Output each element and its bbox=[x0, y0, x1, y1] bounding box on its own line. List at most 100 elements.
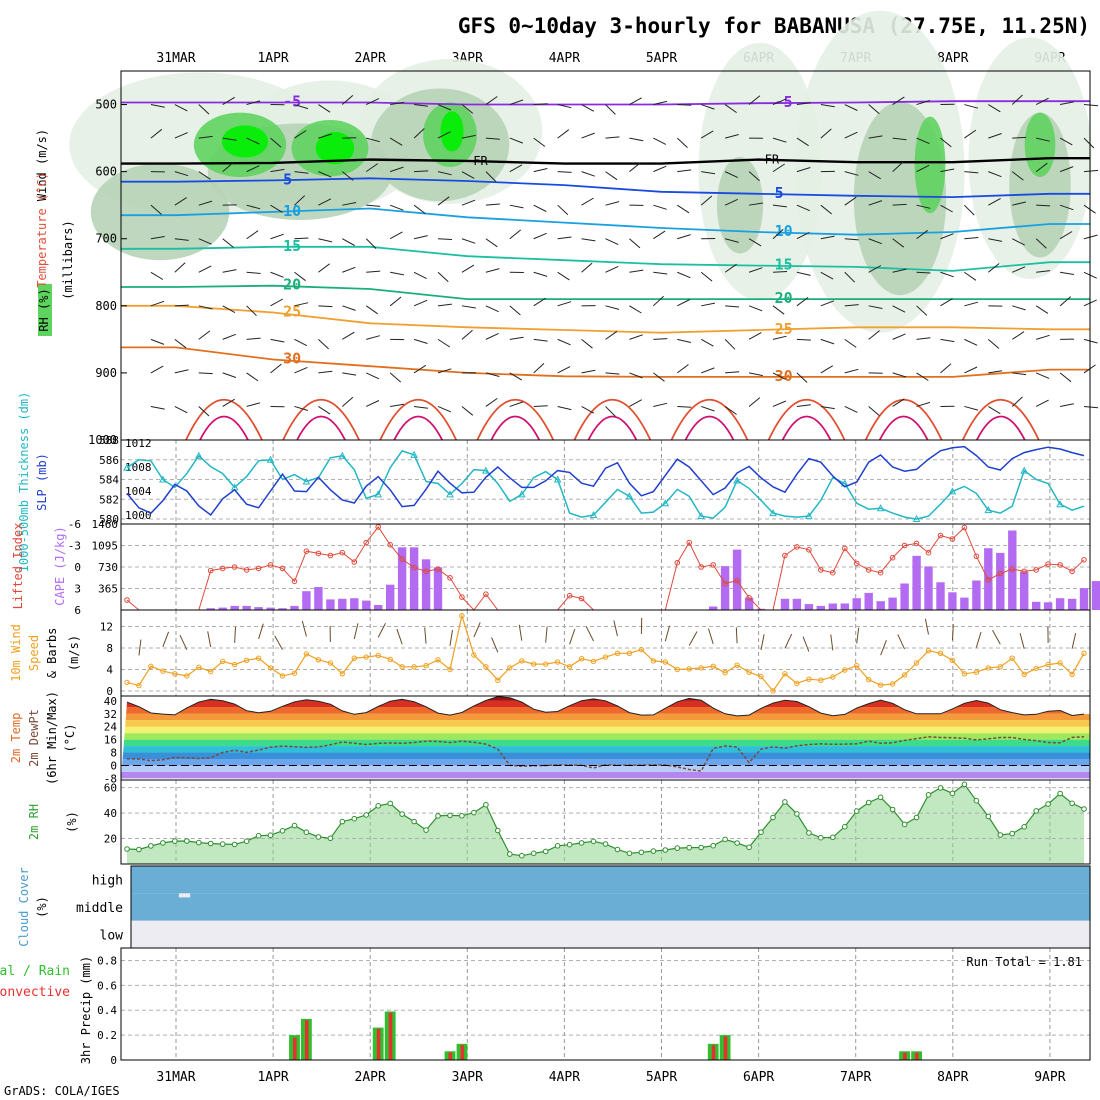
axis-title-line: (%) bbox=[65, 811, 79, 833]
wind-barb bbox=[844, 304, 859, 307]
wind-axis-label: Wind (m/s) bbox=[35, 129, 49, 201]
wind-barb bbox=[916, 204, 931, 209]
wind-barb bbox=[437, 368, 452, 374]
cloud-cell bbox=[166, 893, 179, 921]
wind10-point bbox=[363, 654, 369, 660]
lifted-index-point bbox=[973, 553, 980, 560]
top-date-label: 5APR bbox=[646, 51, 677, 66]
wind10-point bbox=[866, 677, 872, 683]
wind-barb bbox=[294, 366, 308, 374]
temperature-contour-line bbox=[975, 415, 1026, 441]
temperature-contour-line bbox=[476, 399, 555, 441]
axis-title-line: 1000-500mb Thickness (dm) bbox=[17, 392, 31, 573]
wind-barb bbox=[1059, 296, 1072, 307]
temp2m-band bbox=[121, 771, 1090, 779]
rh2m-point bbox=[231, 841, 238, 848]
cape-bar bbox=[912, 555, 921, 610]
wind10-barb bbox=[760, 634, 765, 651]
temp2m-band bbox=[121, 733, 1090, 740]
rh2m-point bbox=[207, 840, 214, 847]
cloud-cell bbox=[237, 866, 250, 894]
wind10-barb bbox=[975, 631, 982, 648]
thickness-point bbox=[912, 515, 921, 523]
wind-barb bbox=[222, 305, 236, 314]
lifted-index-point bbox=[734, 577, 740, 584]
wind10-point bbox=[435, 657, 441, 663]
wind-barb bbox=[581, 238, 596, 242]
wind-barb bbox=[964, 129, 977, 139]
temp2m-band bbox=[121, 752, 1090, 759]
cloud-cell bbox=[675, 866, 688, 894]
rh-contour-area bbox=[315, 132, 355, 165]
lifted-index-point bbox=[255, 565, 262, 572]
thickness-point bbox=[805, 512, 813, 520]
wind10-tick-label: 4 bbox=[106, 663, 113, 676]
wind-barb bbox=[461, 134, 476, 139]
wind-barb bbox=[294, 405, 309, 411]
temperature-contour-line bbox=[121, 284, 1090, 301]
top-date-label: 1APR bbox=[257, 51, 288, 66]
cloud-cell bbox=[971, 866, 984, 894]
wind-barb bbox=[1059, 204, 1074, 211]
wind-barb bbox=[533, 271, 548, 277]
wind-barb bbox=[174, 304, 189, 307]
cloud-cell bbox=[557, 893, 570, 921]
wind10-point bbox=[399, 664, 405, 670]
wind-barb bbox=[533, 338, 548, 342]
lifted-index-point bbox=[435, 566, 441, 572]
wind10-point bbox=[566, 664, 573, 670]
wind10-point bbox=[554, 659, 561, 665]
temp2m-band bbox=[121, 726, 1090, 734]
wind-barb bbox=[246, 204, 261, 210]
lifted-index-point bbox=[351, 559, 358, 565]
wind10-point bbox=[901, 672, 908, 678]
wind-barb bbox=[270, 363, 282, 374]
temp2m-tick-label: 0 bbox=[110, 759, 117, 772]
cape-bar bbox=[386, 584, 395, 610]
wind-barb bbox=[1059, 137, 1073, 146]
lifted-index-point bbox=[686, 539, 693, 546]
temperature-contour-line bbox=[393, 415, 444, 441]
axis-title-line: 2m Temp bbox=[9, 713, 23, 764]
temperature-contour-line bbox=[379, 399, 458, 441]
lifted-index-point bbox=[818, 567, 824, 573]
wind-barb bbox=[150, 300, 165, 307]
wind-barb bbox=[988, 263, 1000, 273]
wind-barb bbox=[437, 238, 453, 240]
rh2m-point bbox=[435, 813, 441, 819]
wind-barb bbox=[748, 397, 761, 407]
cloud-cell bbox=[687, 866, 700, 894]
wind10-point bbox=[531, 661, 537, 667]
pressure-axis-label: (millibars) bbox=[61, 220, 75, 299]
wind-barb bbox=[724, 104, 737, 114]
lifted-index-point bbox=[267, 562, 274, 568]
lifted-index-point bbox=[985, 577, 992, 583]
precip-legend-total: Total / Rain bbox=[0, 964, 70, 979]
wind-barb bbox=[198, 135, 213, 139]
thickness-point bbox=[302, 477, 311, 485]
wind-barb bbox=[677, 104, 692, 106]
wind-barb bbox=[1012, 305, 1026, 311]
lifted-index-tick-label: -3 bbox=[68, 540, 81, 553]
wind10-point bbox=[471, 652, 477, 658]
wind-barb bbox=[1036, 270, 1051, 273]
rh2m-point bbox=[782, 799, 788, 805]
axis-title-line: 2m DewPt bbox=[27, 709, 41, 767]
rh-contour-area bbox=[716, 156, 764, 254]
wind10-barb bbox=[473, 622, 481, 638]
wind-barb bbox=[485, 203, 500, 206]
cape-tick-label: 365 bbox=[98, 583, 118, 596]
rh2m-point bbox=[136, 846, 142, 853]
rh2m-point bbox=[519, 852, 525, 859]
wind-barb bbox=[748, 171, 760, 182]
wind-barb bbox=[1036, 204, 1051, 207]
cape-bar bbox=[230, 605, 239, 610]
cloud-cell bbox=[367, 893, 381, 921]
wind-barb bbox=[414, 405, 429, 409]
wind10-point bbox=[698, 665, 704, 671]
axis-title-line: 10m Wind bbox=[9, 624, 23, 682]
wind10-point bbox=[172, 671, 178, 677]
wind10-point bbox=[722, 670, 728, 676]
cloud-cell bbox=[462, 866, 475, 894]
wind-barb bbox=[150, 405, 165, 410]
